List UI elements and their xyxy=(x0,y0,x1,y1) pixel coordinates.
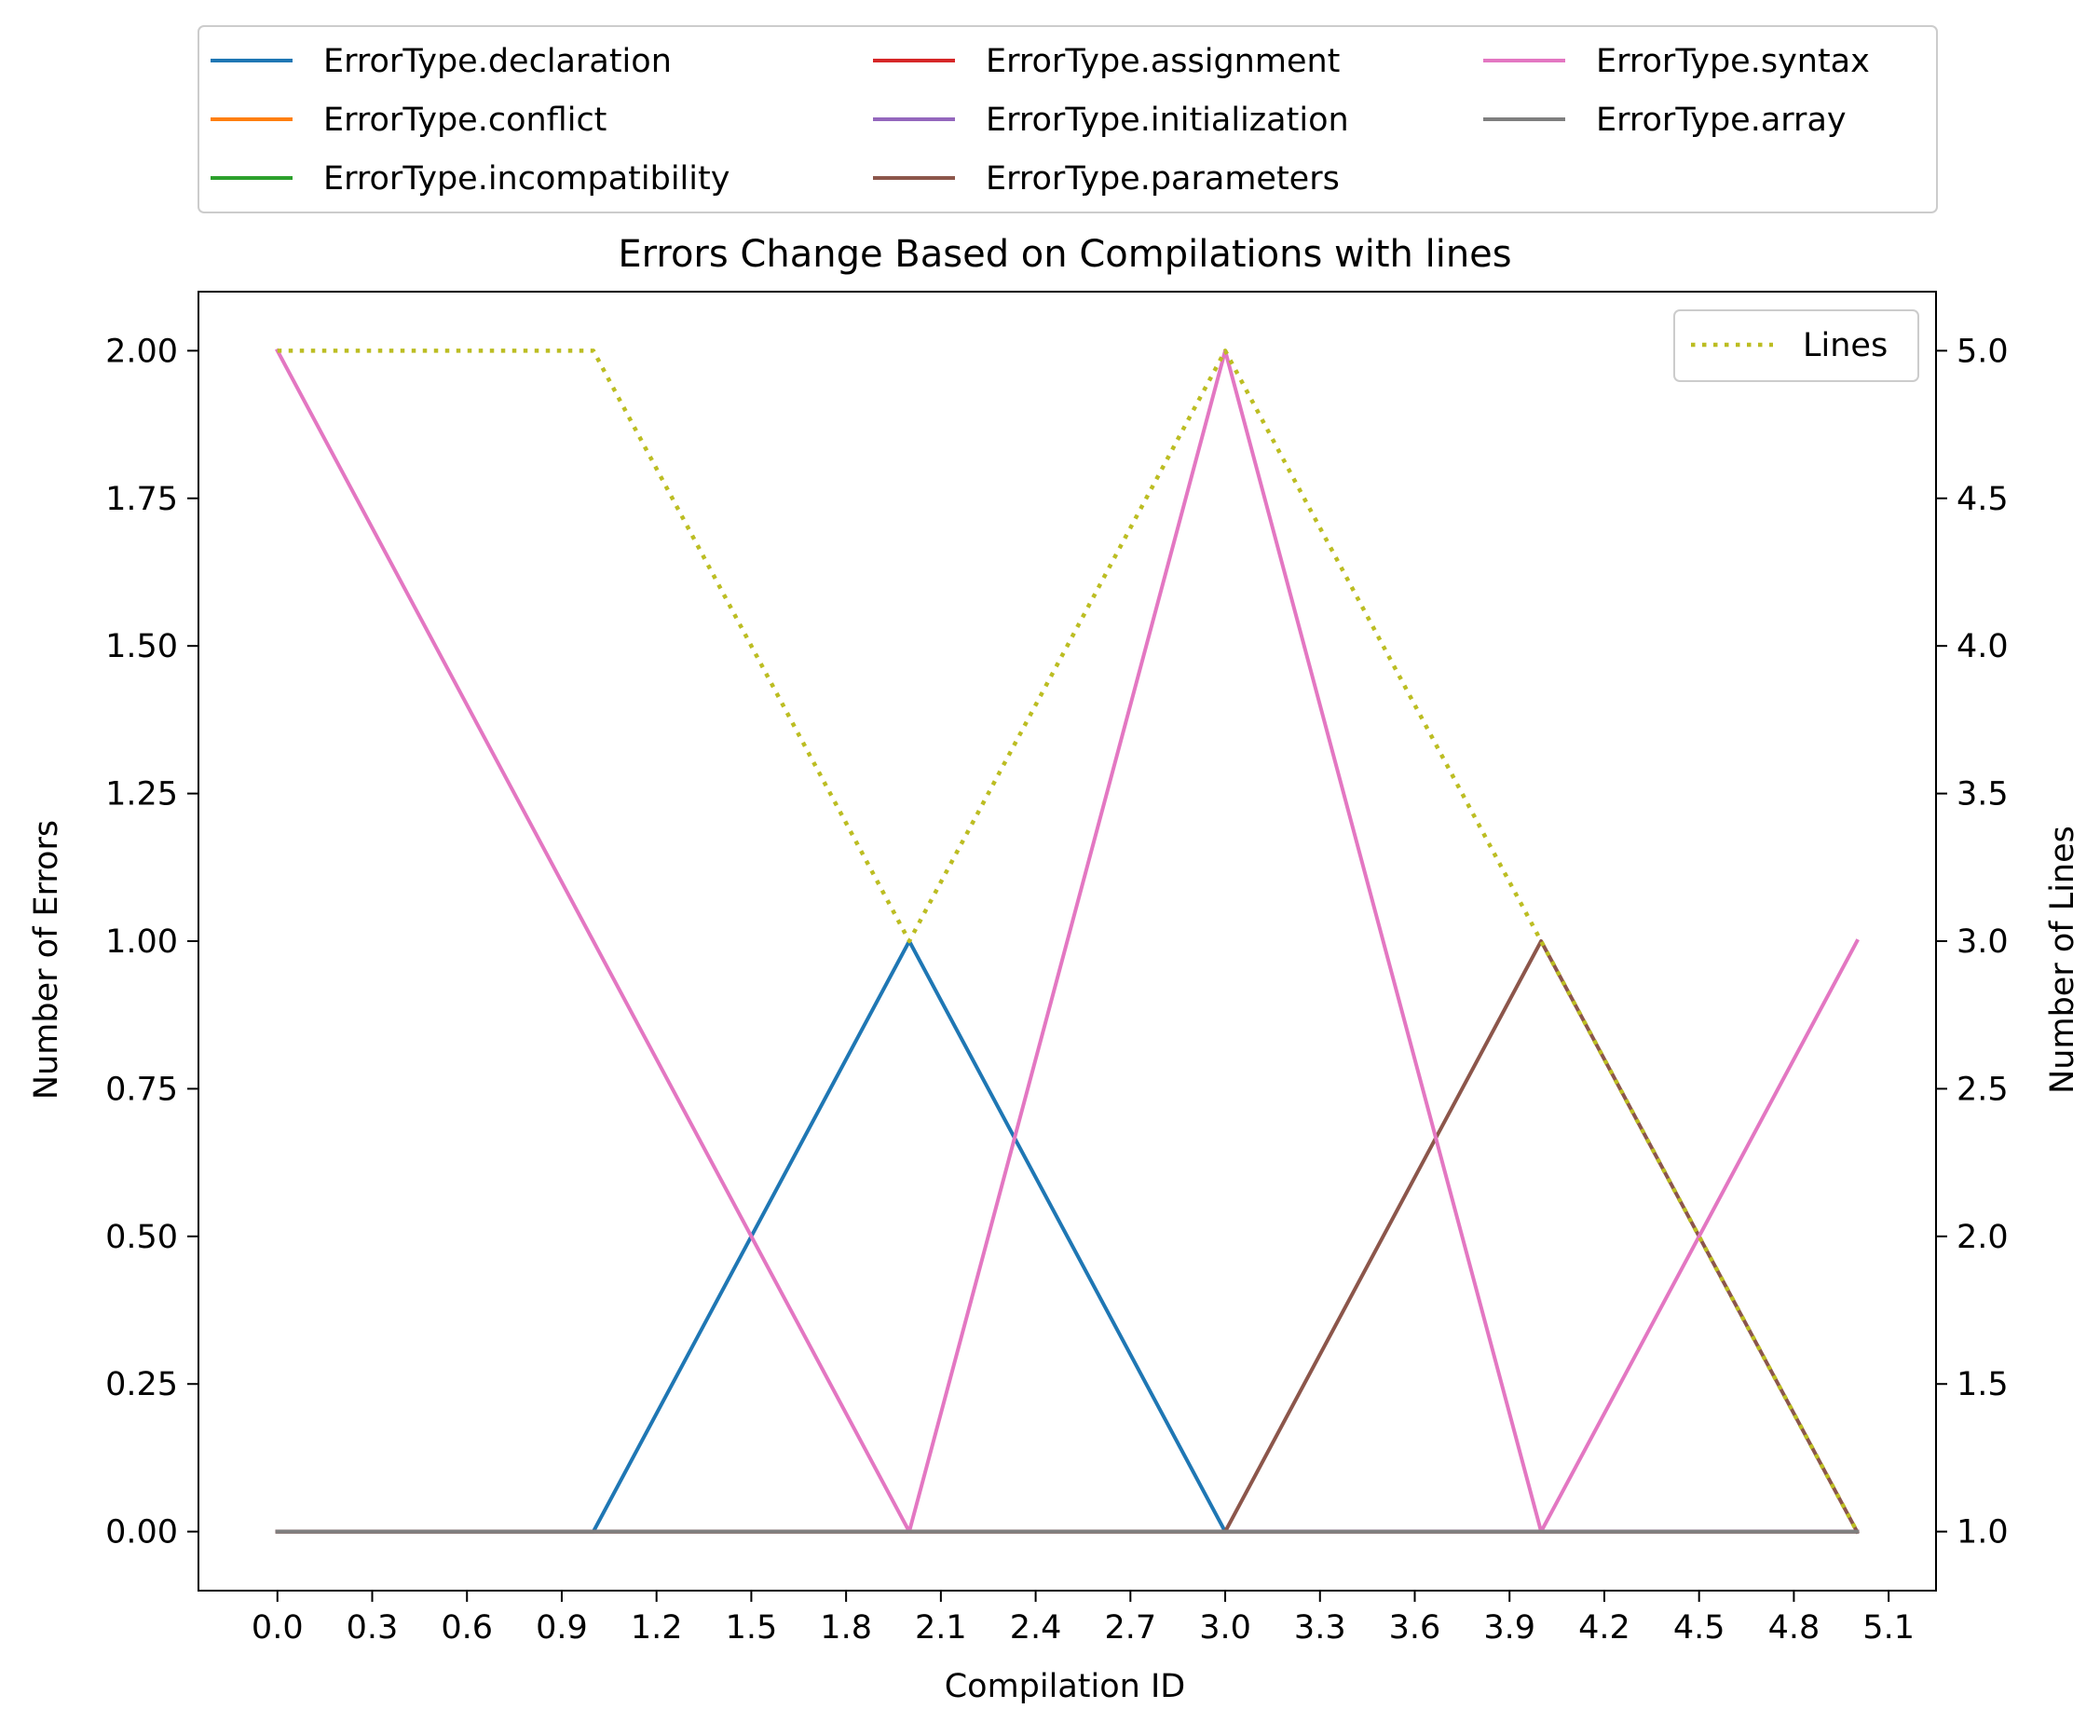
y-tick-label: 0.00 xyxy=(105,1514,178,1551)
legend-label: ErrorType.initialization xyxy=(986,102,1349,139)
y2-tick-label: 2.0 xyxy=(1957,1219,2009,1256)
y-tick-label: 0.25 xyxy=(105,1366,178,1403)
y2-tick-label: 4.5 xyxy=(1957,481,2009,518)
y2-tick-label: 5.0 xyxy=(1957,333,2009,370)
y2-tick-label: 3.5 xyxy=(1957,776,2009,813)
y2-tick-label: 3.0 xyxy=(1957,923,2009,961)
y-tick-label: 1.50 xyxy=(105,628,178,665)
series-line-errortype-syntax xyxy=(275,348,1860,1534)
legend-item-errortype-incompatibility: ErrorType.incompatibility xyxy=(211,160,730,198)
legend-label: ErrorType.array xyxy=(1596,102,1847,139)
y2-tick-label: 2.5 xyxy=(1957,1071,2009,1108)
legend-label: Lines xyxy=(1803,327,1888,364)
legend-label: ErrorType.declaration xyxy=(323,43,672,80)
x-axis-label: Compilation ID xyxy=(945,1668,1186,1705)
y2-tick-label: 1.5 xyxy=(1957,1366,2009,1403)
x-tick-label: 3.3 xyxy=(1294,1609,1346,1647)
legend-item-errortype-declaration: ErrorType.declaration xyxy=(211,43,672,80)
y-tick-label: 0.50 xyxy=(105,1219,178,1256)
x-tick-label: 2.4 xyxy=(1010,1609,1062,1647)
x-tick-label: 0.3 xyxy=(347,1609,399,1647)
legend-item-errortype-initialization: ErrorType.initialization xyxy=(873,102,1349,139)
x-tick-label: 0.9 xyxy=(536,1609,588,1647)
legend-label: ErrorType.syntax xyxy=(1596,43,1870,80)
legend-item-errortype-array: ErrorType.array xyxy=(1483,102,1847,139)
series-line-lines xyxy=(277,349,1860,1533)
y2-axis-label: Number of Lines xyxy=(2044,826,2081,1094)
y-tick-label: 1.00 xyxy=(105,923,178,961)
x-tick-label: 1.2 xyxy=(631,1609,683,1647)
legend-label: ErrorType.parameters xyxy=(986,160,1340,198)
legend-secondary-frame xyxy=(1673,309,1919,382)
legend-item-errortype-syntax: ErrorType.syntax xyxy=(1483,43,1870,80)
y-tick-label: 2.00 xyxy=(105,333,178,370)
x-tick-label: 3.6 xyxy=(1389,1609,1441,1647)
y-tick-label: 1.75 xyxy=(105,481,178,518)
legend: ErrorType.declaration ErrorType.conflict E… xyxy=(198,25,1938,213)
y2-tick-label: 1.0 xyxy=(1957,1514,2009,1551)
y-tick-label: 0.75 xyxy=(105,1071,178,1108)
y-axis-label: Number of Errors xyxy=(28,820,65,1100)
legend-secondary: Lines xyxy=(1673,309,1919,382)
x-tick-label: 4.5 xyxy=(1673,1609,1725,1647)
legend-frame xyxy=(198,25,1938,213)
legend-label: ErrorType.conflict xyxy=(323,102,607,139)
legend-item-errortype-parameters: ErrorType.parameters xyxy=(873,160,1340,198)
x-tick-label: 1.8 xyxy=(820,1609,872,1647)
chart-title: Errors Change Based on Compilations with… xyxy=(618,233,1511,276)
x-tick-label: 2.7 xyxy=(1104,1609,1156,1647)
x-tick-label: 4.2 xyxy=(1578,1609,1630,1647)
y-tick-label: 1.25 xyxy=(105,776,178,813)
legend-label: ErrorType.incompatibility xyxy=(323,160,730,198)
x-tick-label: 2.1 xyxy=(915,1609,967,1647)
x-tick-label: 1.5 xyxy=(726,1609,778,1647)
x-tick-label: 3.9 xyxy=(1483,1609,1535,1647)
x-tick-label: 5.1 xyxy=(1862,1609,1915,1647)
x-tick-label: 0.0 xyxy=(252,1609,304,1647)
x-tick-label: 3.0 xyxy=(1199,1609,1251,1647)
legend-label: ErrorType.assignment xyxy=(986,43,1340,80)
legend-item-errortype-assignment: ErrorType.assignment xyxy=(873,43,1340,80)
legend-item-errortype-conflict: ErrorType.conflict xyxy=(211,102,607,139)
y2-tick-label: 4.0 xyxy=(1957,628,2009,665)
x-tick-label: 0.6 xyxy=(441,1609,493,1647)
x-tick-label: 4.8 xyxy=(1768,1609,1820,1647)
